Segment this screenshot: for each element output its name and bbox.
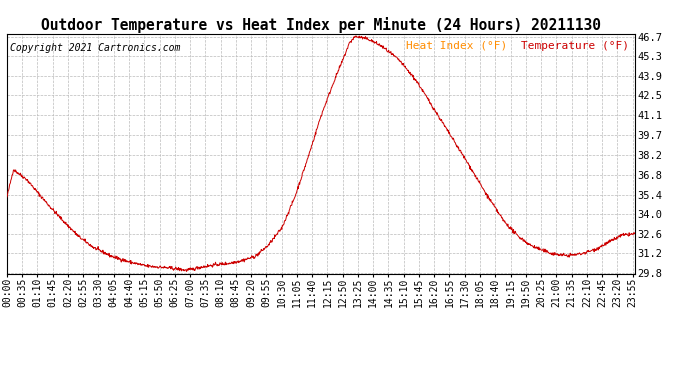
Title: Outdoor Temperature vs Heat Index per Minute (24 Hours) 20211130: Outdoor Temperature vs Heat Index per Mi…: [41, 16, 601, 33]
Text: Heat Index (°F): Heat Index (°F): [406, 41, 507, 51]
Text: Temperature (°F): Temperature (°F): [520, 41, 629, 51]
Text: Copyright 2021 Cartronics.com: Copyright 2021 Cartronics.com: [10, 44, 180, 53]
